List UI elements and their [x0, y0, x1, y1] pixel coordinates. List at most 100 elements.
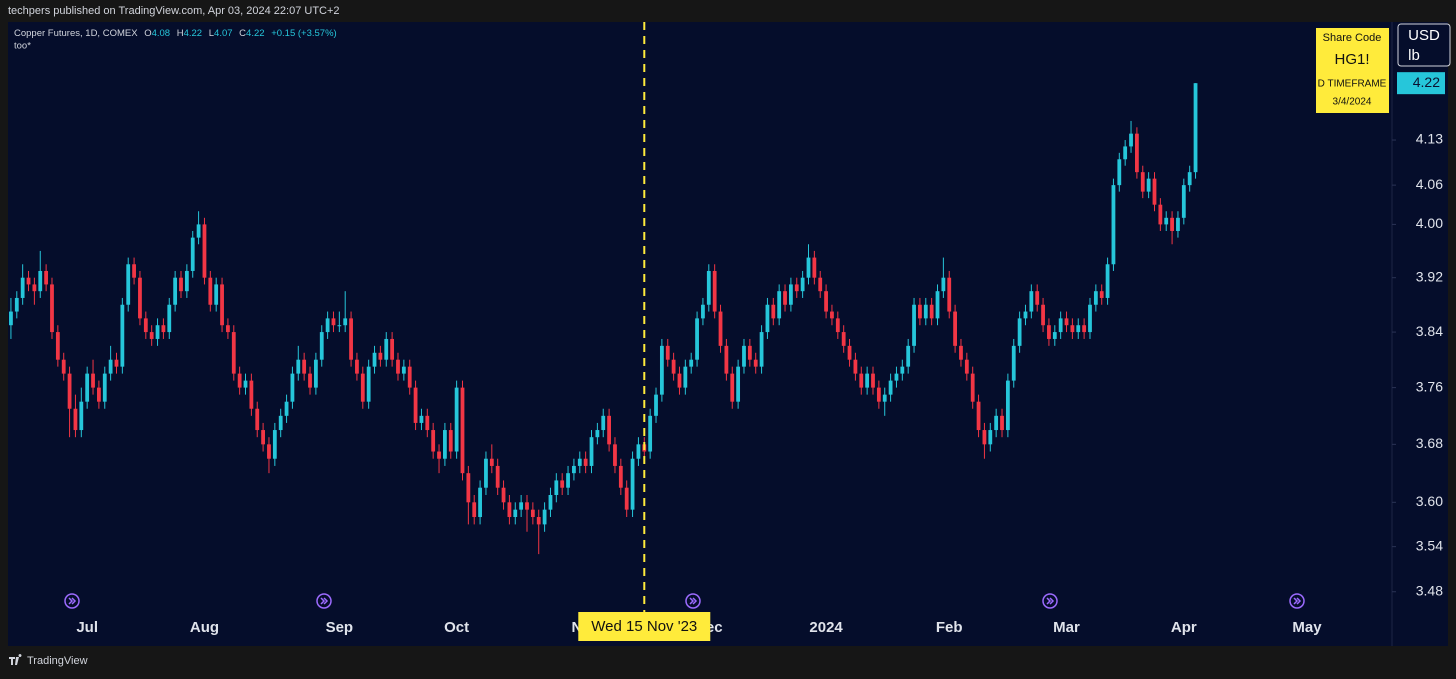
candle-body [1181, 185, 1186, 218]
candle-body [278, 415, 283, 431]
candle-body [44, 270, 49, 285]
candle-body [1017, 318, 1022, 346]
candle-body [900, 366, 905, 374]
y-tick-label: 4.06 [1416, 176, 1443, 192]
candle-body [32, 284, 37, 292]
unit: lb [1408, 47, 1420, 64]
candle-body [313, 359, 318, 388]
candle-body [742, 345, 746, 367]
candle-body [1029, 291, 1034, 312]
candle-body [853, 359, 858, 374]
candle-body [935, 291, 940, 319]
candle-body [536, 517, 541, 525]
candle-body [595, 430, 600, 438]
candle-body [290, 373, 295, 402]
share-box [1316, 28, 1389, 113]
candle-body [1123, 146, 1128, 160]
candle-body [525, 502, 529, 510]
ohlc-value: 4.07 [214, 28, 233, 39]
candle-body [601, 415, 606, 431]
candle-body [184, 270, 189, 292]
event-icon[interactable] [1042, 593, 1058, 609]
event-icon[interactable] [316, 593, 332, 609]
candle-body [1134, 133, 1139, 173]
ohlc-label: O [144, 28, 151, 39]
event-arrow [1293, 597, 1302, 605]
symbol: Copper Futures, 1D, COMEX [14, 28, 138, 39]
candle-body [331, 318, 336, 326]
candle-body [706, 270, 711, 305]
y-tick-label: 3.84 [1416, 323, 1443, 339]
candle-body [437, 451, 441, 459]
candle-body [202, 224, 207, 278]
crosshair-label: Wed 15 Nov '23 [591, 618, 697, 635]
candle-body [249, 380, 254, 409]
candle-body [1076, 325, 1081, 333]
candle-body [454, 387, 459, 452]
candle-body [830, 311, 834, 319]
candle-body [970, 373, 975, 402]
candle-body [296, 359, 301, 374]
share-date: 3/4/2024 [1333, 97, 1372, 108]
candle-body [659, 345, 664, 395]
x-tick-label: Feb [936, 619, 963, 636]
last-price-label: 4.22 [1413, 74, 1440, 90]
candle-body [736, 366, 741, 402]
candle-body [859, 373, 864, 388]
event-icon[interactable] [1289, 593, 1305, 609]
share-code: HG1! [1334, 51, 1369, 68]
candle-body [964, 359, 969, 374]
candle-body [918, 304, 922, 319]
candle-body [841, 332, 846, 346]
candle-body [959, 345, 963, 360]
candle-body [654, 394, 658, 416]
candle-body [67, 373, 72, 409]
candle-body [143, 318, 148, 333]
marks: 4.13 4.06 4.00 3.92 3.84 3.76 3.68 3.60 3.54 3.48… [9, 83, 1443, 636]
x-tick-label: 2024 [809, 619, 843, 636]
candle-body [126, 264, 131, 305]
candle-body [325, 318, 330, 333]
event-icon[interactable] [64, 593, 80, 609]
candle-body [519, 502, 524, 510]
candle-body [378, 352, 383, 360]
candle-body [583, 458, 588, 466]
x-tick-label: Oct [444, 619, 469, 636]
unit-box[interactable] [1397, 23, 1451, 67]
candle-body [1187, 172, 1192, 186]
brand-logo [9, 654, 22, 665]
candle-body [947, 277, 952, 312]
plot-background [8, 22, 1448, 646]
candle-body [566, 473, 570, 488]
candle-body [577, 458, 582, 466]
candle-body [149, 332, 154, 339]
candle-body [994, 415, 999, 431]
ohlc-value: 4.08 [152, 28, 171, 39]
candle-body [26, 277, 31, 285]
event-arrow [1046, 597, 1055, 605]
candle-body [683, 366, 688, 388]
event-icon[interactable] [685, 593, 701, 609]
candle-body [267, 444, 271, 459]
candle-body [108, 359, 113, 374]
candle-body [196, 224, 201, 238]
y-tick-label: 4.00 [1416, 215, 1443, 231]
candle-body [272, 430, 277, 459]
candle-body [753, 359, 758, 367]
candle-body [724, 345, 729, 374]
candle-body [812, 257, 817, 278]
candle-body [448, 430, 453, 452]
last-price-badge [1397, 72, 1445, 95]
y-tick-label: 3.92 [1416, 268, 1443, 284]
candle-body [407, 366, 412, 388]
candle-body [349, 318, 353, 360]
x-tick-label: Sep [326, 619, 354, 636]
ohlc-value: 4.22 [246, 28, 265, 39]
ohlc-label: L [209, 28, 214, 39]
ohlc-label: C [239, 28, 246, 39]
candle-body [747, 345, 752, 360]
candle-body [91, 373, 95, 388]
x-tick-label: Jul [76, 619, 98, 636]
event-arrow [68, 597, 77, 605]
